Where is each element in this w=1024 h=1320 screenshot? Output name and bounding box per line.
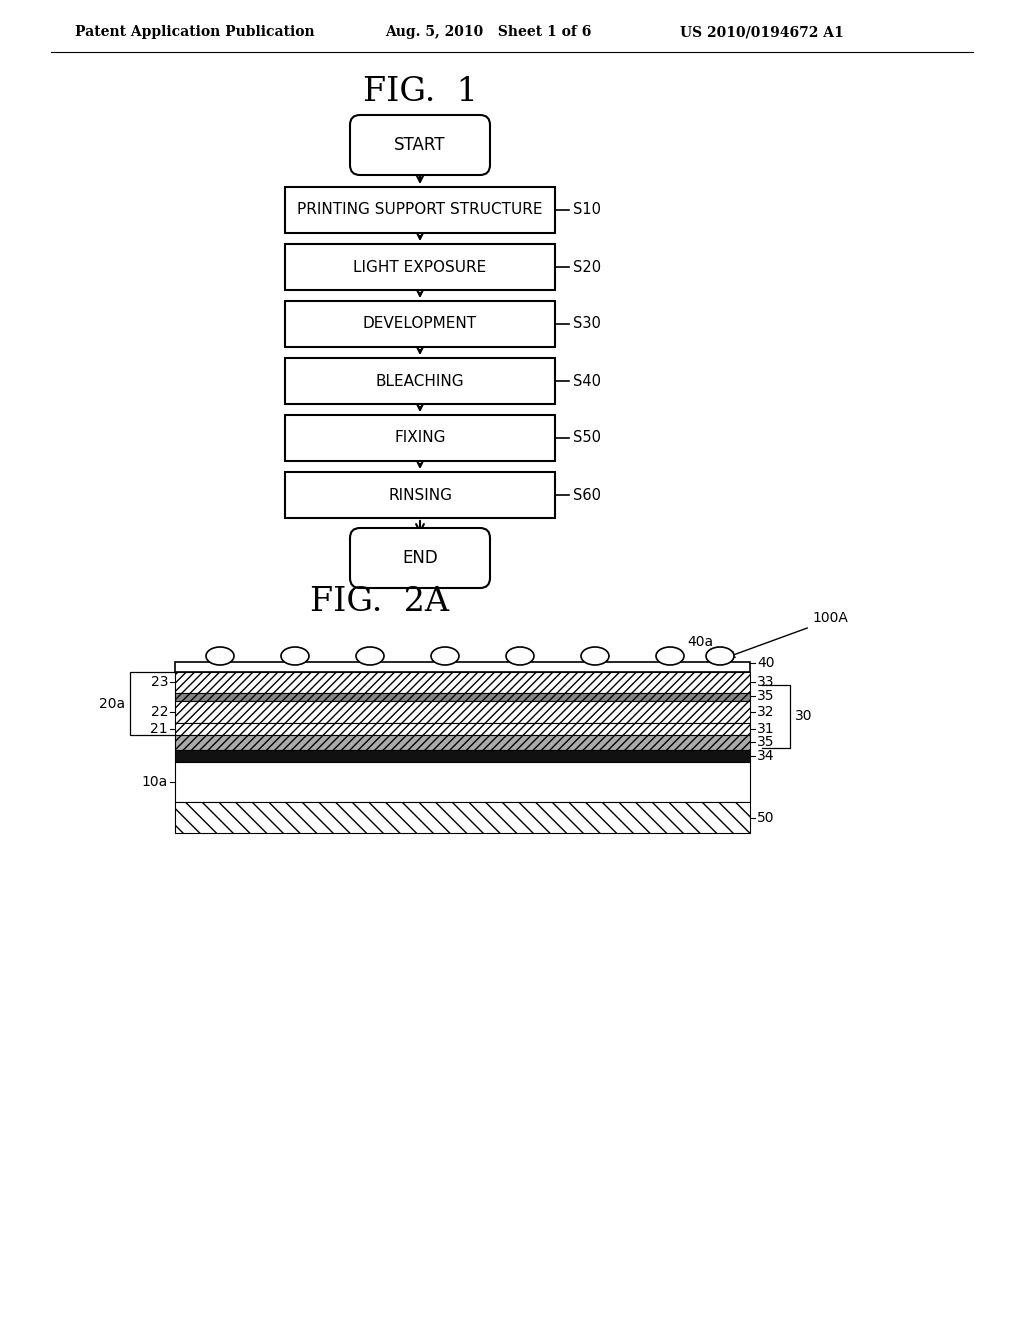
Text: END: END <box>402 549 438 568</box>
Bar <box>175 723 750 735</box>
FancyBboxPatch shape <box>350 115 490 176</box>
Text: 33: 33 <box>757 675 774 689</box>
Bar <box>175 735 750 750</box>
Bar <box>175 803 750 833</box>
Bar <box>175 672 750 693</box>
Text: 30: 30 <box>795 710 812 723</box>
Text: PRINTING SUPPORT STRUCTURE: PRINTING SUPPORT STRUCTURE <box>297 202 543 218</box>
Ellipse shape <box>581 647 609 665</box>
Bar <box>175 701 750 723</box>
Text: 50: 50 <box>757 810 774 825</box>
Bar <box>285 301 555 347</box>
Bar <box>285 473 555 517</box>
Ellipse shape <box>431 647 459 665</box>
Text: Patent Application Publication: Patent Application Publication <box>75 25 314 40</box>
Text: 31: 31 <box>757 722 774 737</box>
Text: 40a: 40a <box>687 635 718 659</box>
Text: BLEACHING: BLEACHING <box>376 374 464 388</box>
Bar <box>175 762 750 803</box>
Text: S40: S40 <box>573 374 601 388</box>
Bar <box>175 663 750 672</box>
Text: 35: 35 <box>757 689 774 704</box>
Text: S60: S60 <box>573 487 601 503</box>
Ellipse shape <box>356 647 384 665</box>
Ellipse shape <box>706 647 734 665</box>
Text: 100A: 100A <box>812 611 848 624</box>
Ellipse shape <box>206 647 234 665</box>
Ellipse shape <box>506 647 534 665</box>
Ellipse shape <box>656 647 684 665</box>
Text: 10a: 10a <box>141 775 168 789</box>
Text: FIG.  2A: FIG. 2A <box>310 586 450 618</box>
Text: 35: 35 <box>757 735 774 748</box>
Ellipse shape <box>281 647 309 665</box>
Text: FIG.  1: FIG. 1 <box>362 77 477 108</box>
Text: S30: S30 <box>573 317 601 331</box>
Text: START: START <box>394 136 445 154</box>
Text: 32: 32 <box>757 705 774 719</box>
Text: S20: S20 <box>573 260 601 275</box>
Text: 23: 23 <box>151 675 168 689</box>
Text: S10: S10 <box>573 202 601 218</box>
FancyBboxPatch shape <box>350 528 490 587</box>
Bar <box>285 414 555 461</box>
Text: DEVELOPMENT: DEVELOPMENT <box>362 317 477 331</box>
Text: RINSING: RINSING <box>388 487 452 503</box>
Text: 20a: 20a <box>99 697 125 710</box>
Text: Aug. 5, 2010   Sheet 1 of 6: Aug. 5, 2010 Sheet 1 of 6 <box>385 25 592 40</box>
Text: FIXING: FIXING <box>394 430 445 446</box>
Bar <box>175 750 750 762</box>
Text: 34: 34 <box>757 748 774 763</box>
Bar <box>285 187 555 234</box>
Text: 40: 40 <box>757 656 774 671</box>
Text: LIGHT EXPOSURE: LIGHT EXPOSURE <box>353 260 486 275</box>
Bar <box>175 693 750 701</box>
Text: S50: S50 <box>573 430 601 446</box>
Text: 22: 22 <box>151 705 168 719</box>
Text: US 2010/0194672 A1: US 2010/0194672 A1 <box>680 25 844 40</box>
Text: 21: 21 <box>151 722 168 737</box>
Bar <box>285 358 555 404</box>
Bar <box>285 244 555 290</box>
